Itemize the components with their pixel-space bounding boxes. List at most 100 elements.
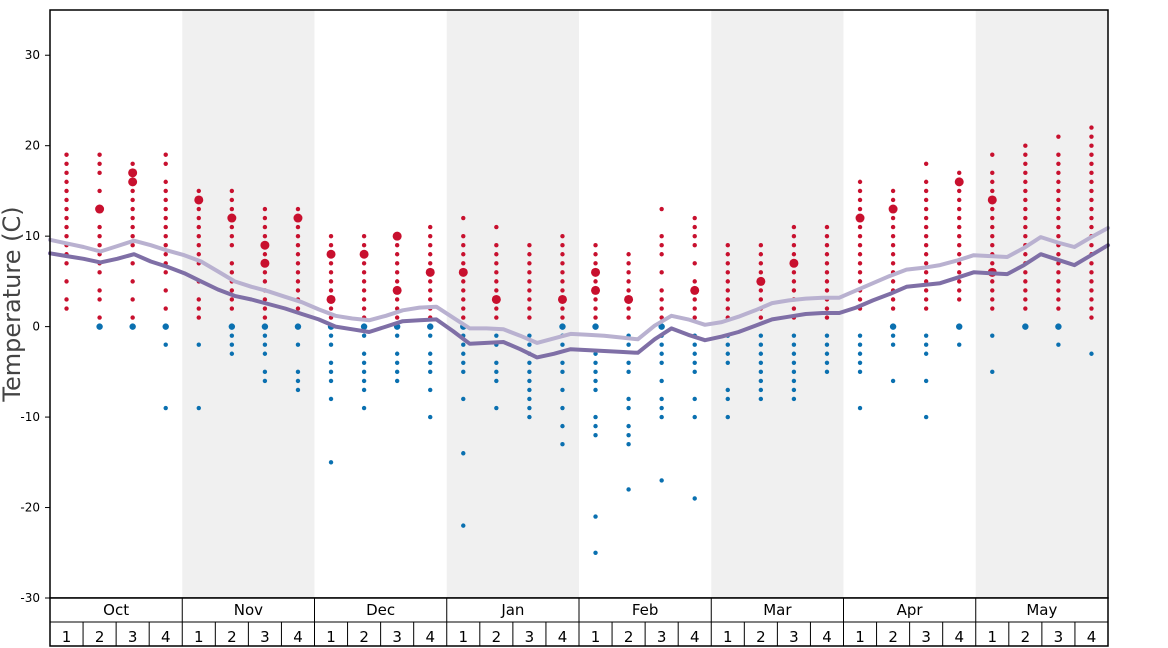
warm-point <box>923 215 929 221</box>
warm-point <box>593 261 598 266</box>
warm-point <box>824 270 830 275</box>
warm-point <box>1089 188 1094 194</box>
warm-point <box>262 306 268 311</box>
warm-point <box>824 306 830 311</box>
month-bands <box>182 10 1108 598</box>
warm-point <box>428 233 433 239</box>
month-label-may: May <box>1026 601 1057 619</box>
warm-point <box>130 197 135 203</box>
cold-point <box>923 414 929 420</box>
warm-point <box>758 270 764 275</box>
warm-point <box>890 233 896 239</box>
cold-point <box>394 333 400 338</box>
warm-point <box>494 243 499 248</box>
warm-point <box>990 206 995 212</box>
warm-point <box>626 288 631 293</box>
warm-point <box>262 315 268 320</box>
warm-point <box>1089 224 1094 230</box>
cold-point <box>857 369 863 375</box>
cold-point <box>758 378 764 384</box>
warm-point <box>957 188 962 194</box>
cold-point <box>593 369 598 375</box>
week-label: 4 <box>161 628 171 646</box>
week-label: 2 <box>492 628 502 646</box>
warm-point <box>593 279 598 284</box>
week-label: 3 <box>392 628 402 646</box>
warm-point <box>560 261 565 266</box>
cold-point <box>262 333 268 338</box>
cold-point <box>593 378 598 384</box>
warm-point <box>392 285 402 295</box>
week-label: 3 <box>260 628 270 646</box>
cold-point <box>857 333 863 338</box>
warm-point <box>229 197 235 203</box>
warm-point <box>295 206 301 212</box>
warm-point <box>1056 270 1061 275</box>
warm-point <box>791 270 797 275</box>
warm-point <box>328 288 334 293</box>
cold-point <box>1022 323 1029 330</box>
warm-point <box>428 224 433 230</box>
warm-point <box>527 261 532 266</box>
warm-point <box>1056 215 1061 221</box>
warm-point <box>196 297 201 302</box>
warm-point <box>957 206 962 212</box>
cold-point <box>725 351 730 356</box>
warm-point <box>725 270 730 275</box>
warm-point <box>890 252 896 257</box>
warm-point <box>626 315 631 320</box>
warm-point <box>130 188 135 194</box>
warm-point <box>64 161 69 166</box>
warm-point <box>461 306 466 311</box>
cold-point <box>162 323 169 330</box>
warm-point <box>361 233 367 239</box>
warm-point <box>163 215 168 221</box>
warm-point <box>260 240 270 250</box>
cold-point <box>394 378 400 384</box>
cold-point <box>692 496 697 501</box>
cold-point <box>791 351 797 356</box>
cold-point <box>593 351 598 356</box>
warm-point <box>1056 170 1061 176</box>
warm-point <box>527 297 532 302</box>
warm-point <box>923 306 929 311</box>
warm-point <box>1056 179 1061 185</box>
cold-point <box>593 423 598 429</box>
warm-point <box>97 170 102 176</box>
warm-point <box>295 270 301 275</box>
warm-point <box>692 261 697 266</box>
warm-point <box>361 270 367 275</box>
cold-point <box>559 323 566 330</box>
warm-point <box>659 270 664 275</box>
warm-point <box>758 252 764 257</box>
week-label: 4 <box>954 628 964 646</box>
warm-point <box>1056 206 1061 212</box>
week-label: 3 <box>1054 628 1064 646</box>
warm-point <box>97 161 102 166</box>
month-label-dec: Dec <box>366 601 395 619</box>
warm-point <box>428 297 433 302</box>
warm-point <box>923 243 929 248</box>
warm-point <box>990 288 995 293</box>
warm-point <box>461 261 466 266</box>
warm-point <box>791 252 797 257</box>
warm-point <box>295 261 301 266</box>
warm-point <box>328 233 334 239</box>
x-axis: Oct 1 2 3 4 Nov 1 2 3 4 Dec 1 2 3 4 Jan 1 2 3 4 Feb 1 2 3 4 Mar 1 2… <box>49 597 1109 647</box>
cold-point <box>1056 342 1061 347</box>
cold-point <box>593 414 598 420</box>
warm-point <box>494 315 499 320</box>
warm-point <box>1023 143 1028 148</box>
month-label-jan: Jan <box>500 601 524 619</box>
warm-point <box>560 233 565 239</box>
warm-point <box>593 243 598 248</box>
warm-point <box>1089 170 1094 176</box>
warm-point <box>758 288 764 293</box>
cold-point <box>461 369 466 375</box>
warm-point <box>527 306 532 311</box>
week-label: 3 <box>657 628 667 646</box>
y-axis-label: Temperature (C) <box>0 206 26 402</box>
warm-point <box>494 224 499 230</box>
warm-point <box>394 243 400 248</box>
warm-point <box>857 243 863 248</box>
